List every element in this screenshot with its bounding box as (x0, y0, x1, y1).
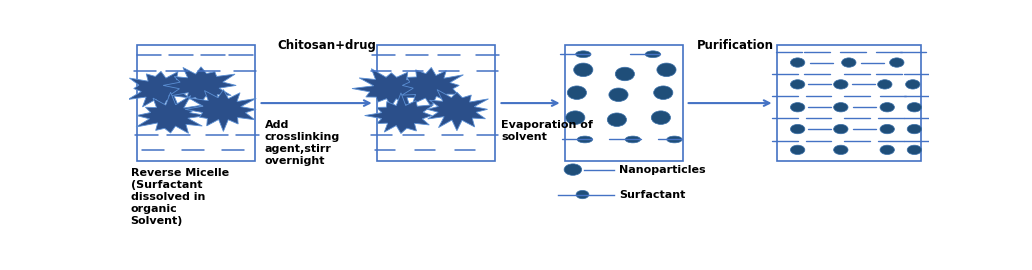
Ellipse shape (834, 145, 848, 154)
Ellipse shape (565, 164, 582, 175)
Bar (565, 45, 683, 161)
Polygon shape (364, 93, 433, 133)
Bar (377, 45, 495, 161)
Ellipse shape (609, 88, 628, 102)
Polygon shape (163, 67, 236, 105)
Ellipse shape (877, 80, 892, 89)
Ellipse shape (880, 103, 895, 112)
Ellipse shape (653, 86, 673, 99)
Ellipse shape (834, 80, 848, 89)
Text: Surfactant: Surfactant (619, 190, 685, 200)
Polygon shape (128, 71, 199, 111)
Ellipse shape (842, 58, 856, 67)
Ellipse shape (880, 124, 895, 134)
Ellipse shape (566, 111, 585, 124)
Ellipse shape (791, 145, 805, 154)
Ellipse shape (880, 145, 895, 154)
Ellipse shape (791, 58, 805, 67)
Ellipse shape (657, 63, 676, 77)
Ellipse shape (791, 124, 805, 134)
Ellipse shape (574, 63, 592, 77)
Polygon shape (401, 68, 463, 107)
Ellipse shape (615, 67, 635, 81)
Text: Add
crosslinking
agent,stirr
overnight: Add crosslinking agent,stirr overnight (265, 120, 341, 166)
Ellipse shape (890, 58, 904, 67)
Text: Evaporation of
solvent: Evaporation of solvent (501, 120, 592, 142)
Ellipse shape (607, 113, 626, 126)
Text: Reverse Micelle
(Surfactant
dissolved in
organic
Solvent): Reverse Micelle (Surfactant dissolved in… (131, 167, 229, 225)
Text: Chitosan+drug: Chitosan+drug (277, 39, 376, 52)
Ellipse shape (576, 51, 591, 58)
Text: Purification: Purification (697, 39, 774, 52)
Ellipse shape (907, 145, 922, 154)
Ellipse shape (625, 136, 641, 143)
Ellipse shape (834, 103, 848, 112)
Polygon shape (136, 92, 206, 133)
Ellipse shape (907, 124, 922, 134)
Ellipse shape (651, 111, 671, 124)
Polygon shape (352, 69, 421, 107)
Ellipse shape (791, 103, 805, 112)
Ellipse shape (667, 136, 682, 143)
Ellipse shape (791, 80, 805, 89)
Ellipse shape (834, 124, 848, 134)
Ellipse shape (645, 51, 660, 58)
Bar (777, 45, 921, 161)
Polygon shape (185, 90, 256, 131)
Ellipse shape (907, 103, 922, 112)
Ellipse shape (577, 136, 592, 143)
Ellipse shape (906, 80, 920, 89)
Text: Nanoparticles: Nanoparticles (619, 165, 706, 175)
Polygon shape (427, 90, 488, 131)
Ellipse shape (568, 86, 586, 99)
Bar (137, 45, 255, 161)
Ellipse shape (576, 190, 589, 199)
